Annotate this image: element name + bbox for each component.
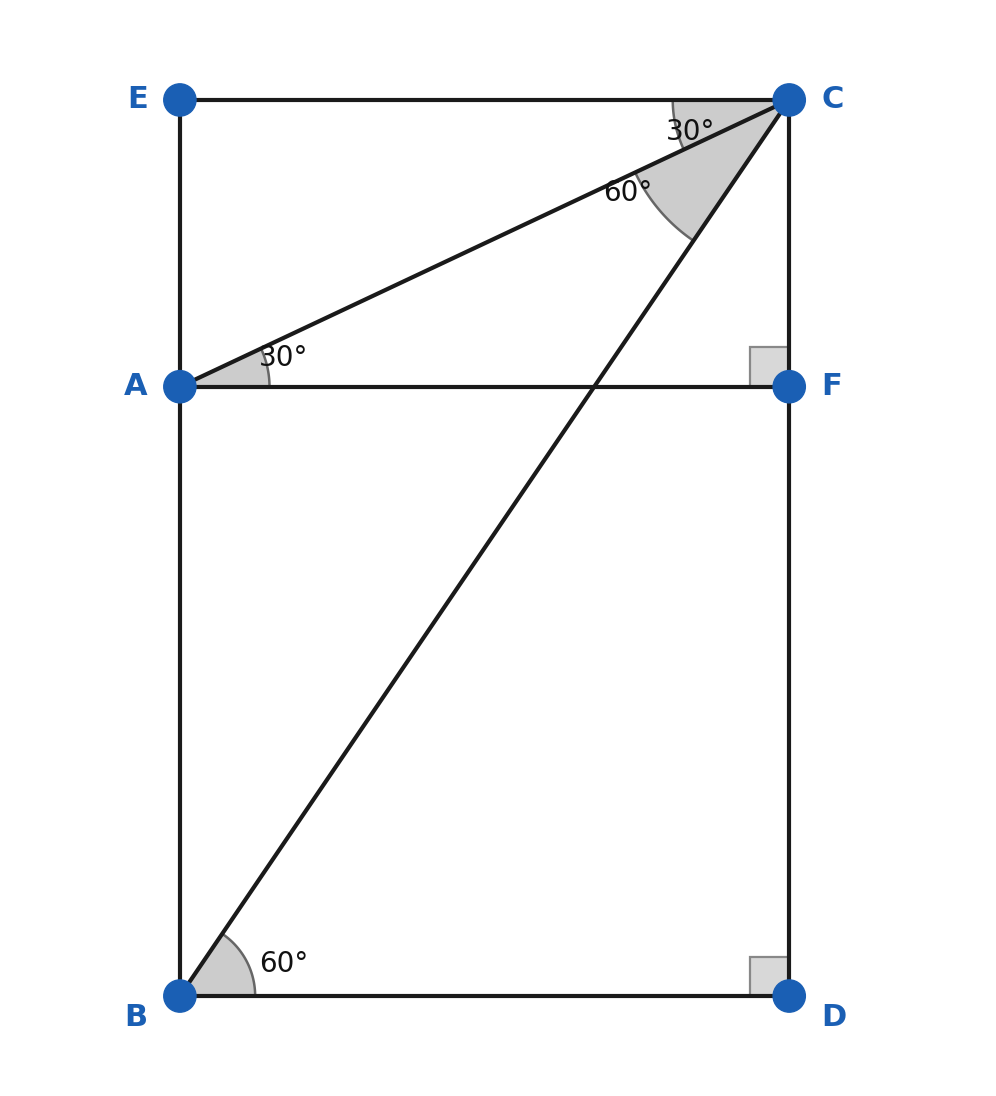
Text: 60°: 60°: [259, 950, 309, 978]
Circle shape: [163, 370, 196, 403]
Circle shape: [773, 83, 806, 116]
Polygon shape: [750, 347, 789, 387]
Text: 30°: 30°: [666, 118, 715, 146]
Text: D: D: [822, 1003, 847, 1032]
Text: A: A: [124, 373, 147, 401]
Polygon shape: [180, 349, 270, 387]
Polygon shape: [180, 934, 255, 996]
Polygon shape: [750, 957, 789, 996]
Polygon shape: [635, 100, 789, 241]
Text: C: C: [822, 85, 844, 114]
Text: F: F: [822, 373, 843, 401]
Circle shape: [163, 83, 196, 116]
Circle shape: [163, 980, 196, 1013]
Text: 30°: 30°: [259, 344, 309, 372]
Text: E: E: [126, 85, 147, 114]
Polygon shape: [672, 100, 789, 149]
Text: 60°: 60°: [604, 179, 652, 207]
Circle shape: [773, 370, 806, 403]
Circle shape: [773, 980, 806, 1013]
Text: B: B: [124, 1003, 147, 1032]
